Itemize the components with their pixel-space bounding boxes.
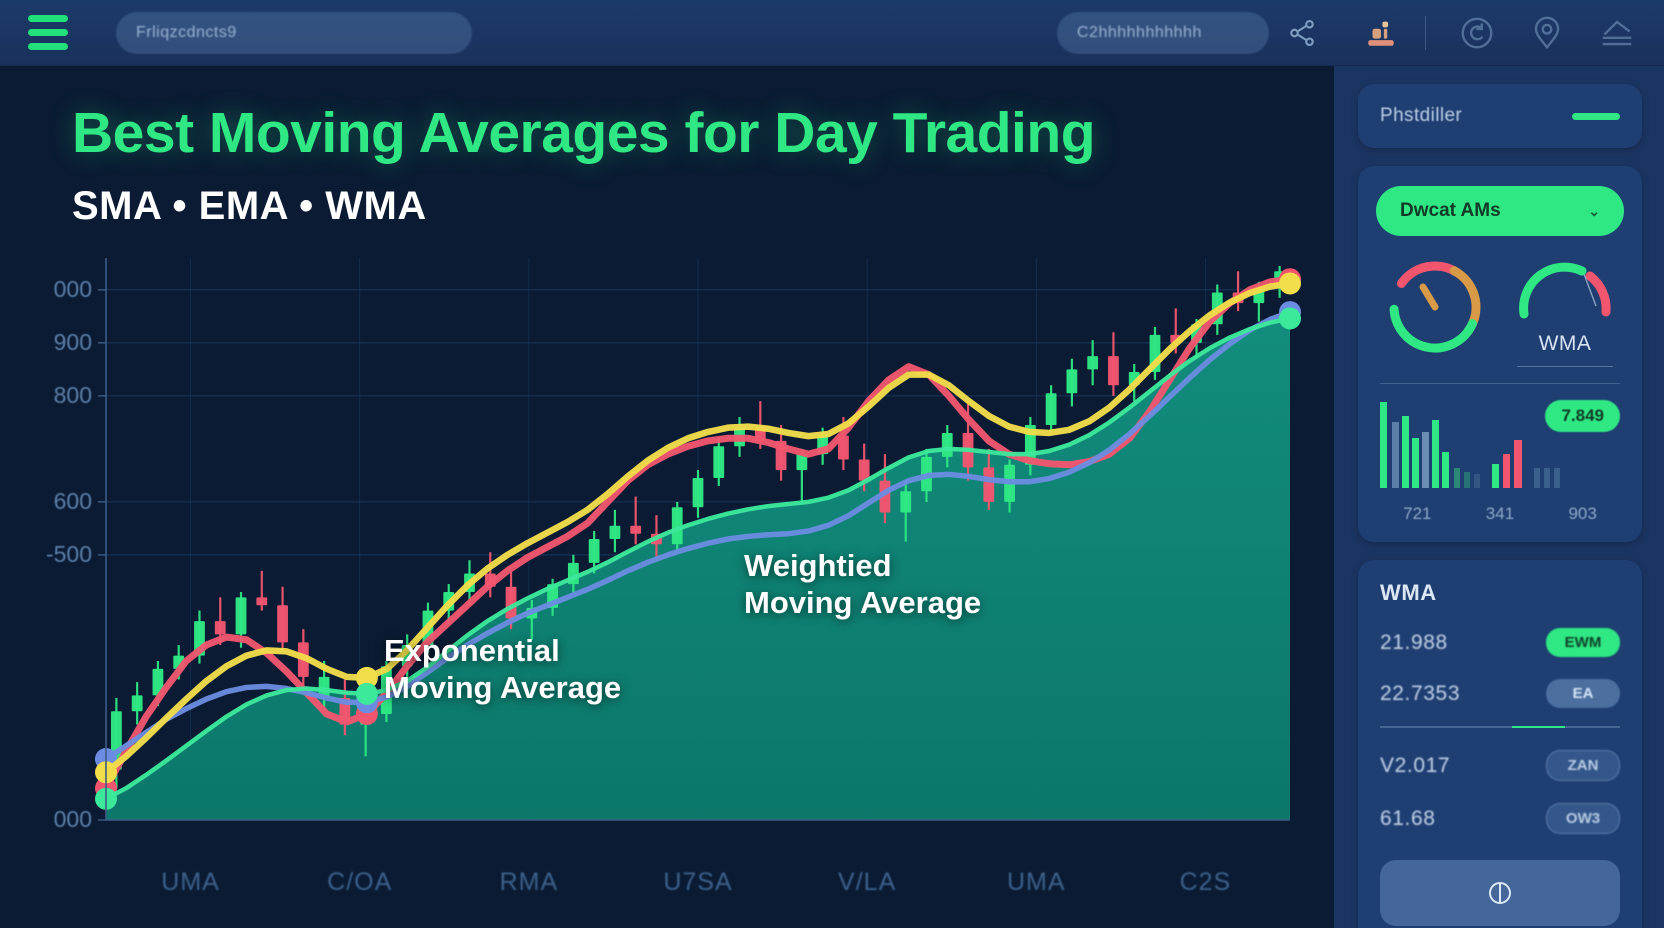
power-circle-icon xyxy=(1489,882,1511,904)
wma-card-title: WMA xyxy=(1380,580,1437,605)
preset-dropdown-label: Dwcat AMs xyxy=(1400,200,1501,221)
moving-average-chart[interactable]: 000 900 800 600 -500 000 xyxy=(34,248,1304,868)
sidebar-gauges-card: Dwcat AMs ⌄ WMA xyxy=(1358,166,1642,542)
wma-row-badge: ZAN xyxy=(1546,750,1620,781)
x-axis-tick-label: V/LA xyxy=(838,868,897,896)
gauge-row: WMA xyxy=(1376,254,1624,367)
secondary-search-input[interactable]: C2hhhhhhhhhhh xyxy=(1057,11,1269,54)
y-axis-tick-label: 000 xyxy=(54,276,92,302)
right-sidebar: Phstdiller Dwcat AMs ⌄ xyxy=(1334,66,1664,928)
wma-row[interactable]: 22.7353 EA xyxy=(1380,679,1620,708)
wma-row[interactable]: V2.017 ZAN xyxy=(1380,750,1620,781)
chart-trend-icon[interactable] xyxy=(1598,14,1636,52)
chevron-down-icon: ⌄ xyxy=(1588,202,1600,219)
minibar-value-badge: 7.849 xyxy=(1545,400,1620,432)
search-input-placeholder: Frliqzcdncts9 xyxy=(136,23,237,41)
secondary-search-placeholder: C2hhhhhhhhhhh xyxy=(1077,23,1202,41)
wma-row-value: V2.017 xyxy=(1380,753,1451,777)
gauge-dial-right[interactable]: WMA xyxy=(1512,254,1618,367)
circular-gauge-icon xyxy=(1389,261,1481,353)
gauge-dial-left[interactable] xyxy=(1382,254,1488,360)
sidebar-wma-card: WMA 21.988 EWM 22.7353 EA V2.017 ZAN 61.… xyxy=(1358,560,1642,928)
x-axis-tick-label: RMA xyxy=(499,868,559,896)
hamburger-menu-icon[interactable] xyxy=(28,15,72,50)
wma-progress-bar xyxy=(1380,726,1620,728)
x-axis-tick-label: C2S xyxy=(1179,868,1232,896)
x-axis-tick-label: C/OA xyxy=(327,868,393,896)
sidebar-divider xyxy=(1380,383,1620,384)
minibar-tick: 721 xyxy=(1403,504,1432,523)
hamburger-bar xyxy=(28,15,68,22)
location-pin-icon[interactable] xyxy=(1528,14,1566,52)
x-axis-tick-labels: UMA C/OA RMA U7SA V/LA UMA C2S xyxy=(34,868,1304,908)
wma-row[interactable]: 21.988 EWM xyxy=(1380,628,1620,657)
wma-row-badge: OW3 xyxy=(1546,803,1620,834)
sidebar-action-button[interactable] xyxy=(1380,860,1620,926)
minibar-chart[interactable]: 7.849 xyxy=(1376,394,1624,498)
sidebar-header-card: Phstdiller xyxy=(1358,84,1642,148)
minibar-tick: 341 xyxy=(1485,504,1515,523)
refresh-circle-icon[interactable] xyxy=(1458,14,1496,52)
page-title: Best Moving Averages for Day Trading xyxy=(72,101,1096,165)
annotation-ema: Exponential Moving Average xyxy=(384,633,622,705)
x-axis-tick-label: U7SA xyxy=(663,868,733,896)
chart-area-fill xyxy=(106,318,1290,820)
top-navigation-bar: Frliqzcdncts9 C2hhhhhhhhhhh xyxy=(0,0,1664,66)
y-axis-tick-label: 900 xyxy=(54,329,92,355)
wma-row[interactable]: 61.68 OW3 xyxy=(1380,803,1620,834)
page-subtitle: SMA • EMA • WMA xyxy=(72,184,427,228)
share-icon[interactable] xyxy=(1287,18,1317,48)
gauge-underline xyxy=(1517,366,1613,367)
stamp-icon[interactable] xyxy=(1363,16,1399,50)
toolbar-divider xyxy=(1425,15,1426,50)
y-axis-tick-label: 600 xyxy=(54,488,92,514)
wma-row-value: 22.7353 xyxy=(1380,681,1461,705)
search-input[interactable]: Frliqzcdncts9 xyxy=(116,11,472,54)
moving-average-lines xyxy=(95,268,1301,810)
wma-row-value: 21.988 xyxy=(1380,630,1448,654)
minibar-tick-row: 721 341 903 xyxy=(1376,504,1624,524)
panel-title: Phstdiller xyxy=(1380,105,1463,126)
minibar-bars xyxy=(1380,402,1560,488)
wma-row-value: 61.68 xyxy=(1380,806,1436,830)
y-axis-tick-label: 000 xyxy=(54,806,92,832)
gauge-right-label: WMA xyxy=(1538,332,1592,355)
x-axis-tick-label: UMA xyxy=(161,868,220,896)
wma-row-badge: EWM xyxy=(1546,628,1620,657)
annotation-wma: Weightied Moving Average xyxy=(744,548,982,620)
minibar-tick: 903 xyxy=(1568,504,1597,523)
chart-axes xyxy=(105,258,1290,821)
x-axis-tick-label: UMA xyxy=(1007,868,1066,896)
y-axis-tick-label: -500 xyxy=(46,541,92,567)
hamburger-bar xyxy=(28,43,68,50)
y-axis-tick-label: 800 xyxy=(54,382,92,408)
wma-row-badge: EA xyxy=(1546,679,1620,708)
semicircle-gauge-icon xyxy=(1519,262,1611,319)
chart-container: 000 900 800 600 -500 000 Exponential Moving A… xyxy=(34,248,1304,868)
hamburger-bar xyxy=(28,29,68,36)
panel-accent-dash xyxy=(1572,112,1620,120)
y-axis-tick-labels: 000 900 800 600 -500 000 xyxy=(46,276,106,832)
preset-dropdown-button[interactable]: Dwcat AMs ⌄ xyxy=(1376,186,1624,236)
